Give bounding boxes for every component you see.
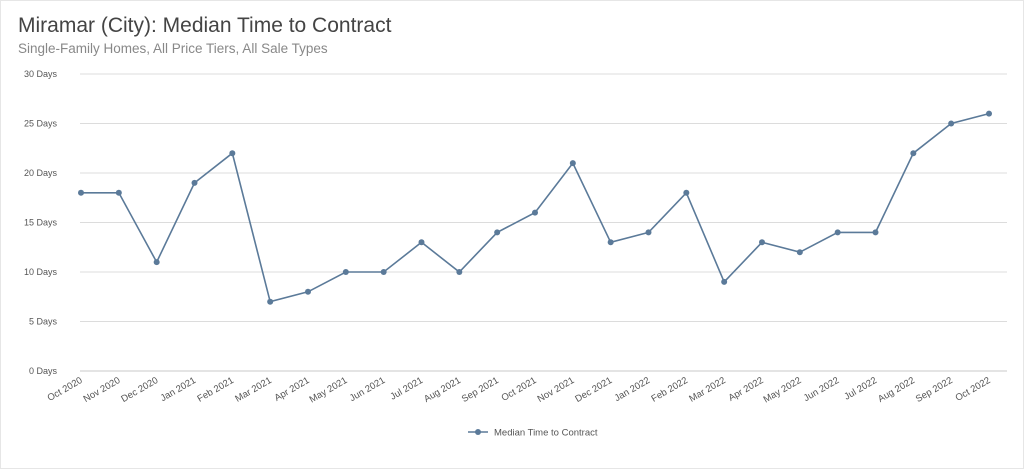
y-tick-label: 0 Days [29, 366, 58, 376]
x-tick-label: Oct 2021 [500, 375, 539, 404]
data-point [532, 209, 538, 216]
data-point [153, 259, 160, 266]
data-point [229, 150, 236, 157]
data-point [986, 110, 992, 117]
data-point [910, 150, 917, 157]
data-point [607, 239, 614, 246]
data-point [834, 229, 841, 236]
data-point [342, 269, 349, 275]
x-tick-label: Aug 2022 [876, 375, 917, 405]
x-tick-label: Mar 2022 [687, 375, 727, 405]
x-tick-label: Feb 2021 [196, 375, 236, 405]
chart-title: Miramar (City): Median Time to Contract [18, 14, 392, 37]
data-point [115, 189, 122, 196]
data-point [78, 189, 84, 196]
x-tick-label: Jul 2022 [842, 375, 879, 402]
y-tick-label: 25 Days [24, 119, 58, 129]
x-tick-label: Nov 2020 [82, 375, 123, 405]
data-point [380, 269, 387, 275]
y-tick-label: 20 Days [24, 168, 58, 178]
y-tick-label: 5 Days [29, 317, 58, 327]
x-tick-label: May 2021 [308, 375, 350, 405]
y-tick-label: 15 Days [24, 218, 58, 228]
data-point [759, 239, 765, 246]
x-tick-label: Nov 2021 [536, 375, 577, 405]
x-tick-label: Jan 2021 [159, 375, 198, 404]
x-tick-label: May 2022 [762, 375, 804, 405]
x-tick-label: Feb 2022 [650, 375, 690, 405]
chart-subtitle: Single-Family Homes, All Price Tiers, Al… [18, 41, 328, 56]
x-tick-label: Aug 2021 [422, 375, 463, 405]
data-point [683, 189, 690, 196]
y-tick-label: 30 Days [24, 69, 58, 79]
x-tick-label: Dec 2020 [119, 375, 160, 405]
data-point [645, 229, 652, 236]
data-point [872, 229, 879, 236]
x-tick-label: Oct 2022 [954, 375, 993, 404]
x-tick-label: Oct 2020 [46, 375, 85, 404]
legend-label: Median Time to Contract [494, 428, 598, 439]
x-tick-label: Sep 2021 [460, 375, 501, 405]
data-point [948, 120, 955, 127]
x-tick-label: Mar 2021 [233, 375, 273, 405]
x-tick-label: Jul 2021 [388, 375, 425, 402]
data-point [305, 288, 311, 295]
data-point [494, 229, 501, 236]
data-point [456, 269, 463, 275]
data-point [569, 160, 576, 167]
x-tick-label: Jun 2022 [802, 375, 841, 404]
data-point [267, 298, 274, 305]
y-tick-label: 10 Days [24, 267, 58, 277]
data-point [418, 239, 425, 246]
data-point [191, 179, 198, 186]
series-line [81, 112, 990, 303]
data-point [796, 249, 803, 256]
x-tick-label: Jun 2021 [348, 375, 387, 404]
legend-swatch-marker [475, 429, 481, 435]
data-point [721, 278, 728, 285]
x-tick-label: Apr 2022 [727, 375, 766, 404]
x-tick-label: Sep 2022 [914, 375, 955, 405]
x-tick-label: Apr 2021 [273, 375, 312, 404]
x-tick-label: Jan 2022 [613, 375, 652, 404]
x-tick-label: Dec 2021 [573, 375, 614, 405]
